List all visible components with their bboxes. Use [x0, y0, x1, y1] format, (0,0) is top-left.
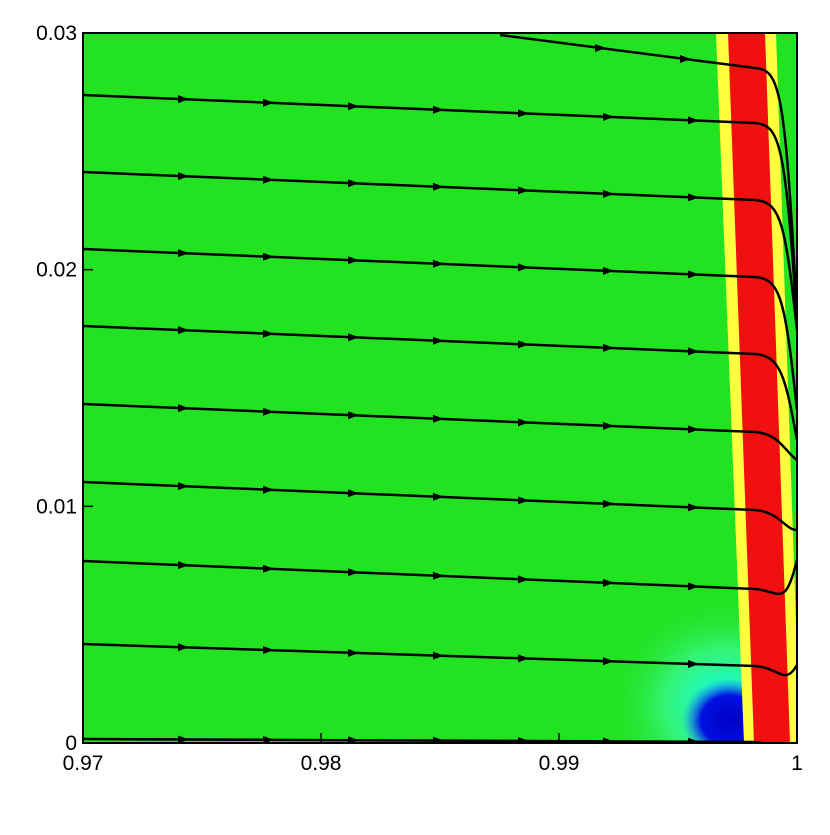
stream-arrow — [603, 421, 614, 430]
stream-arrow — [178, 561, 189, 570]
plot-frame — [82, 32, 798, 744]
stream-arrow — [178, 172, 189, 181]
stream-arrow — [603, 343, 614, 352]
stream-arrow — [263, 252, 274, 261]
stream-arrow — [688, 425, 699, 434]
stream-arrow — [348, 568, 359, 577]
stream-arrow — [433, 651, 444, 660]
x-tick-label: 0.98 — [301, 752, 342, 775]
stream-arrow — [178, 735, 189, 743]
stream-arrow — [603, 189, 614, 198]
stream-arrow — [433, 736, 444, 743]
streamline — [83, 170, 797, 331]
y-tick-label: 0.01 — [36, 495, 77, 518]
stream-arrow — [688, 116, 699, 125]
stream-arrow — [518, 340, 529, 349]
stream-arrow — [518, 109, 529, 118]
stream-arrow — [348, 648, 359, 657]
y-tick-label: 0.03 — [36, 22, 77, 45]
streamline — [83, 402, 797, 462]
streamline — [499, 33, 797, 316]
stream-arrow — [680, 54, 691, 63]
stream-arrow — [518, 654, 529, 663]
stream-arrow — [688, 193, 699, 202]
stream-arrow — [263, 485, 274, 494]
stream-arrow — [433, 492, 444, 501]
stream-arrow — [178, 95, 189, 104]
stream-arrow — [178, 326, 189, 335]
stream-arrow — [518, 418, 529, 427]
stream-arrow — [518, 496, 529, 505]
x-tick-label: 1 — [791, 752, 803, 775]
x-tick-label: 0.99 — [539, 752, 580, 775]
stream-arrow — [433, 259, 444, 268]
stream-arrow — [518, 575, 529, 584]
stream-arrow — [263, 564, 274, 573]
stream-arrow — [433, 105, 444, 114]
field — [83, 33, 797, 743]
stream-arrow — [603, 578, 614, 587]
stream-arrow — [688, 503, 699, 512]
stream-arrow — [433, 571, 444, 580]
stream-arrow — [348, 489, 359, 498]
x-tick-label: 0.97 — [63, 752, 104, 775]
stream-arrow — [603, 266, 614, 275]
y-tick-label: 0.02 — [36, 259, 77, 282]
stream-arrow — [178, 249, 189, 258]
stream-arrow — [263, 175, 274, 184]
stream-arrow — [348, 736, 359, 743]
streamline — [83, 642, 797, 677]
stream-arrow — [518, 186, 529, 195]
stream-arrow — [348, 411, 359, 420]
stream-arrow — [433, 414, 444, 423]
stream-arrow — [603, 499, 614, 508]
stream-arrow — [603, 657, 614, 666]
stream-arrow — [348, 102, 359, 111]
stream-arrow — [263, 98, 274, 107]
stream-arrow — [603, 112, 614, 121]
stream-arrow — [178, 404, 189, 413]
stream-arrow — [603, 737, 614, 743]
red-band — [728, 33, 790, 743]
axes: 0.97 0.98 0.99 1 0 0.01 0.02 0.03 — [36, 22, 803, 775]
stream-arrow — [518, 736, 529, 743]
stream-arrow — [348, 256, 359, 265]
stream-arrow — [348, 333, 359, 342]
stream-arrow — [688, 270, 699, 279]
stream-arrow — [263, 329, 274, 338]
stream-arrow — [688, 737, 699, 743]
y-tick-label: 0 — [65, 732, 77, 755]
stream-arrow — [595, 43, 606, 52]
stream-arrow — [263, 646, 274, 655]
stream-arrow — [688, 347, 699, 356]
stream-arrow — [263, 735, 274, 743]
stream-arrow — [178, 643, 189, 652]
stream-arrow — [688, 659, 699, 668]
stream-arrow — [433, 182, 444, 191]
streamline — [83, 247, 797, 411]
stream-arrow — [178, 482, 189, 491]
streamline — [83, 480, 797, 532]
streamline — [83, 559, 797, 596]
stream-arrow — [348, 179, 359, 188]
stream-arrow — [433, 336, 444, 345]
streamlines — [83, 33, 797, 743]
stream-arrow — [688, 582, 699, 591]
stream-arrow — [518, 263, 529, 272]
streamline — [83, 93, 797, 321]
stream-arrow — [263, 407, 274, 416]
streamline — [83, 324, 797, 441]
